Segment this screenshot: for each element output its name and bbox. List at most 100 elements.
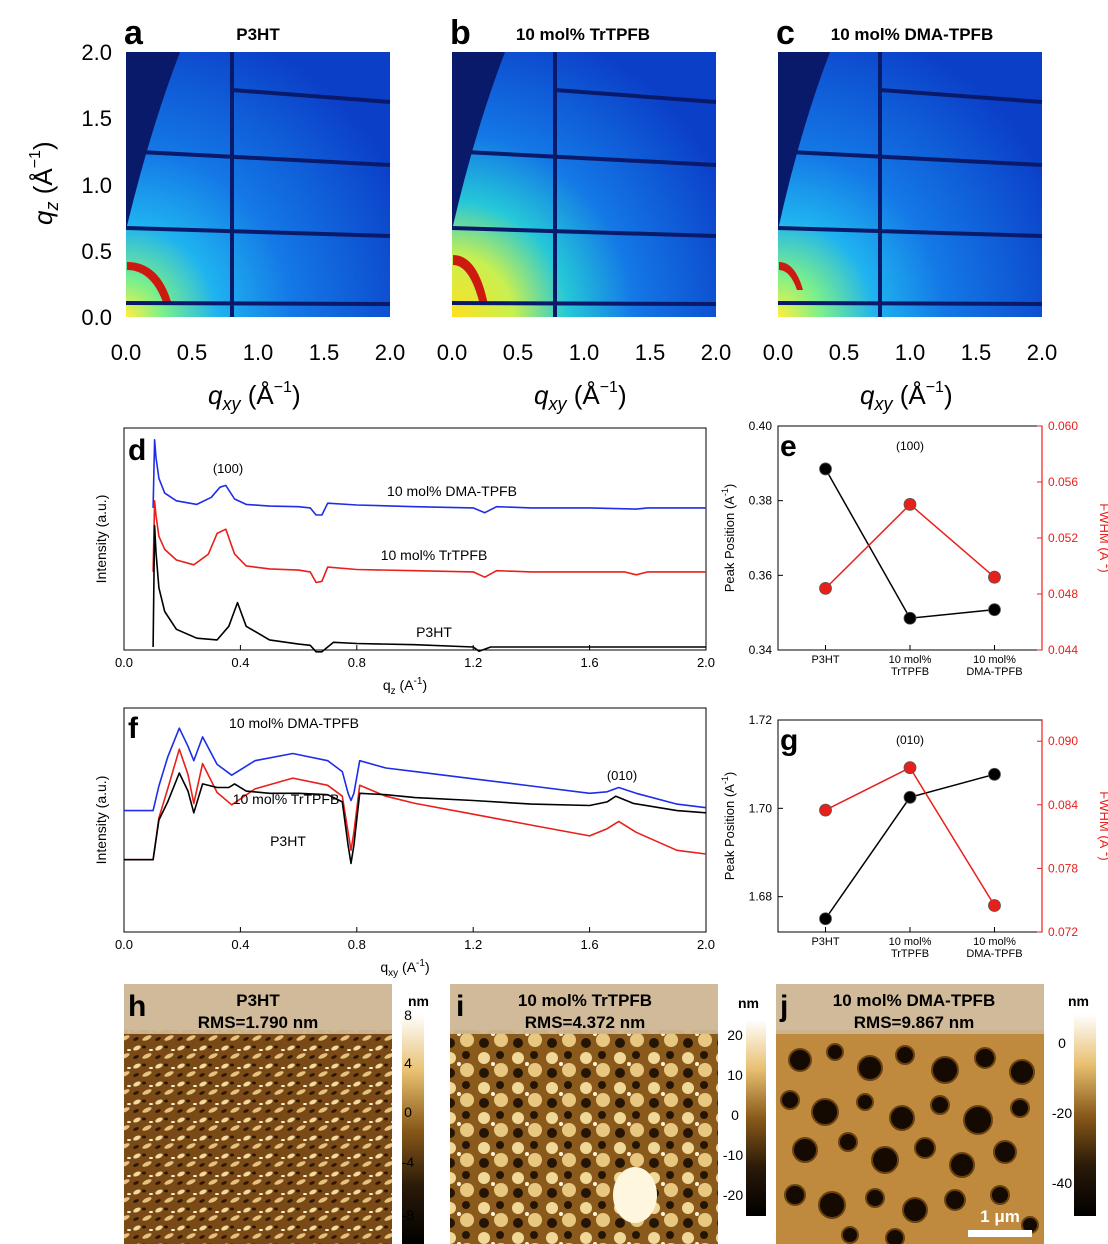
data-point-right [903, 497, 917, 511]
afm-pore [811, 1098, 839, 1126]
category-label: DMA-TPFB [966, 666, 1022, 678]
category-label: 10 mol% [973, 936, 1016, 948]
afm-panel-i: i 10 mol% TrTPFB RMS=4.372 nm nm 20 10 0… [450, 984, 766, 1244]
category-label: P3HT [811, 654, 839, 666]
giwaxs-xlabel-b: qxy (Å−1) [534, 379, 627, 414]
right-tick-label: 0.044 [1048, 643, 1078, 657]
afm-colorbar-tick-i: 20 [727, 1027, 743, 1043]
afm-pore [826, 1043, 844, 1061]
giwaxs-ring-b [453, 255, 488, 305]
afm-colorbar-h [402, 1014, 424, 1244]
giwaxs-xtick: 0.0 [111, 340, 142, 365]
afm-pore [838, 1132, 858, 1152]
series-line-left [824, 468, 995, 620]
category-label: DMA-TPFB [966, 948, 1022, 960]
data-point-right [988, 899, 1001, 912]
giwaxs-panel-c [777, 52, 1043, 317]
right-axis-label: FWHM (A-1) [1097, 791, 1108, 860]
afm-pore [792, 1137, 818, 1163]
plot-frame-f [123, 707, 707, 933]
series-line-10-mol-trtpfb [152, 499, 706, 584]
right-tick-label: 0.056 [1048, 475, 1078, 489]
giwaxs-xtick: 2.0 [701, 340, 732, 365]
giwaxs-xlabel-c: qxy (Å−1) [860, 379, 953, 414]
peak-annotation: (010) [607, 768, 637, 783]
afm-pore [788, 1048, 812, 1072]
giwaxs-ytick: 2.0 [81, 40, 112, 65]
plot-frame-d [123, 427, 707, 651]
peak-annotation: (100) [213, 461, 243, 476]
afm-colorbar-tick-j: -40 [1052, 1175, 1072, 1191]
giwaxs-ytick: 1.0 [81, 173, 112, 198]
afm-pore [902, 1197, 928, 1223]
panel-letter-i: i [456, 990, 464, 1023]
data-point-left [819, 912, 832, 926]
afm-pore [856, 1093, 874, 1111]
afm-title-band-i [450, 984, 718, 1034]
afm-pore [871, 1146, 899, 1174]
right-tick-label: 0.084 [1048, 798, 1078, 812]
left-tick-label: 1.72 [749, 713, 773, 727]
series-label: 10 mol% DMA-TPFB [387, 483, 517, 499]
afm-colorbar-tick-i: -10 [723, 1147, 743, 1163]
afm-colorbar-tick-i: -20 [723, 1187, 743, 1203]
afm-title-i: 10 mol% TrTPFB [518, 991, 652, 1010]
giwaxs-title-b: 10 mol% TrTPFB [516, 25, 650, 44]
afm-title-j: 10 mol% DMA-TPFB [833, 991, 995, 1010]
afm-scalebar [968, 1230, 1032, 1237]
x-tick-label: 0.8 [348, 937, 366, 952]
afm-pore [993, 1140, 1017, 1164]
afm-panel-h: h P3HT RMS=1.790 nm nm 8 4 0 -4 -8 [124, 984, 429, 1244]
giwaxs-xtick: 1.0 [569, 340, 600, 365]
giwaxs-panel-a [125, 52, 391, 317]
right-axis-label: FWHM (A-1) [1097, 503, 1108, 572]
left-tick-label: 0.34 [749, 643, 773, 657]
series-line-right [824, 503, 995, 589]
right-tick-label: 0.090 [1048, 734, 1078, 748]
giwaxs-shadow-a [126, 52, 180, 230]
afm-bright-feature-i [613, 1167, 657, 1223]
series-label: P3HT [416, 624, 452, 640]
giwaxs-xtick: 0.5 [177, 340, 208, 365]
category-label: 10 mol% [889, 654, 932, 666]
series-line-p3ht [124, 772, 707, 865]
afm-pore [944, 1189, 966, 1211]
afm-title-band-h [124, 984, 392, 1034]
afm-pore [974, 1047, 996, 1069]
giwaxs-detector-gaps-a [125, 52, 391, 317]
x-tick-label: 0.8 [348, 655, 366, 670]
x-tick-label: 0.4 [231, 937, 249, 952]
giwaxs-x-tick-rows: 0.0 0.5 1.0 1.5 2.0 0.0 0.5 1.0 1.5 2.0 0.0 0.5 1.0 1… [111, 340, 1058, 365]
x-tick-label: 0.0 [115, 937, 133, 952]
panel-letter-c: c [776, 14, 795, 52]
left-tick-label: 1.68 [749, 890, 773, 904]
right-tick-label: 0.078 [1048, 861, 1078, 875]
panel-letter-b: b [450, 14, 471, 52]
afm-rms-h: RMS=1.790 nm [198, 1013, 318, 1032]
afm-colorbar-tick-h: -8 [402, 1207, 415, 1223]
giwaxs-image-c [778, 52, 1042, 317]
x-tick-label: 0.4 [231, 655, 249, 670]
series-label: 10 mol% DMA-TPFB [229, 715, 359, 731]
chart-panel-g: g 1.68 1.70 1.72 0.072 0.078 0.084 0.090 P3HT 10… [720, 713, 1108, 960]
panel-letter-a: a [124, 14, 144, 52]
afm-pore [784, 1184, 806, 1206]
x-tick-label: 1.2 [464, 937, 482, 952]
panel-letter-h: h [128, 990, 146, 1023]
afm-colorbar-tick-h: -4 [402, 1154, 415, 1170]
afm-rms-j: RMS=9.867 nm [854, 1013, 974, 1032]
panel-letter-d: d [128, 434, 146, 467]
series-label: P3HT [270, 833, 306, 849]
giwaxs-image-a [126, 52, 390, 317]
series-line-right [825, 766, 996, 906]
giwaxs-xtick: 1.5 [961, 340, 992, 365]
afm-pore [963, 1105, 993, 1135]
category-label: TrTPFB [891, 948, 929, 960]
y-axis-label: Intensity (a.u.) [93, 776, 109, 865]
giwaxs-ytick: 1.5 [81, 106, 112, 131]
afm-pore [841, 1226, 859, 1244]
left-tick-label: 0.40 [749, 419, 773, 433]
series-line-10-mol-trtpfb [124, 748, 707, 861]
data-point-right [819, 803, 832, 817]
left-tick-label: 0.36 [749, 568, 773, 582]
